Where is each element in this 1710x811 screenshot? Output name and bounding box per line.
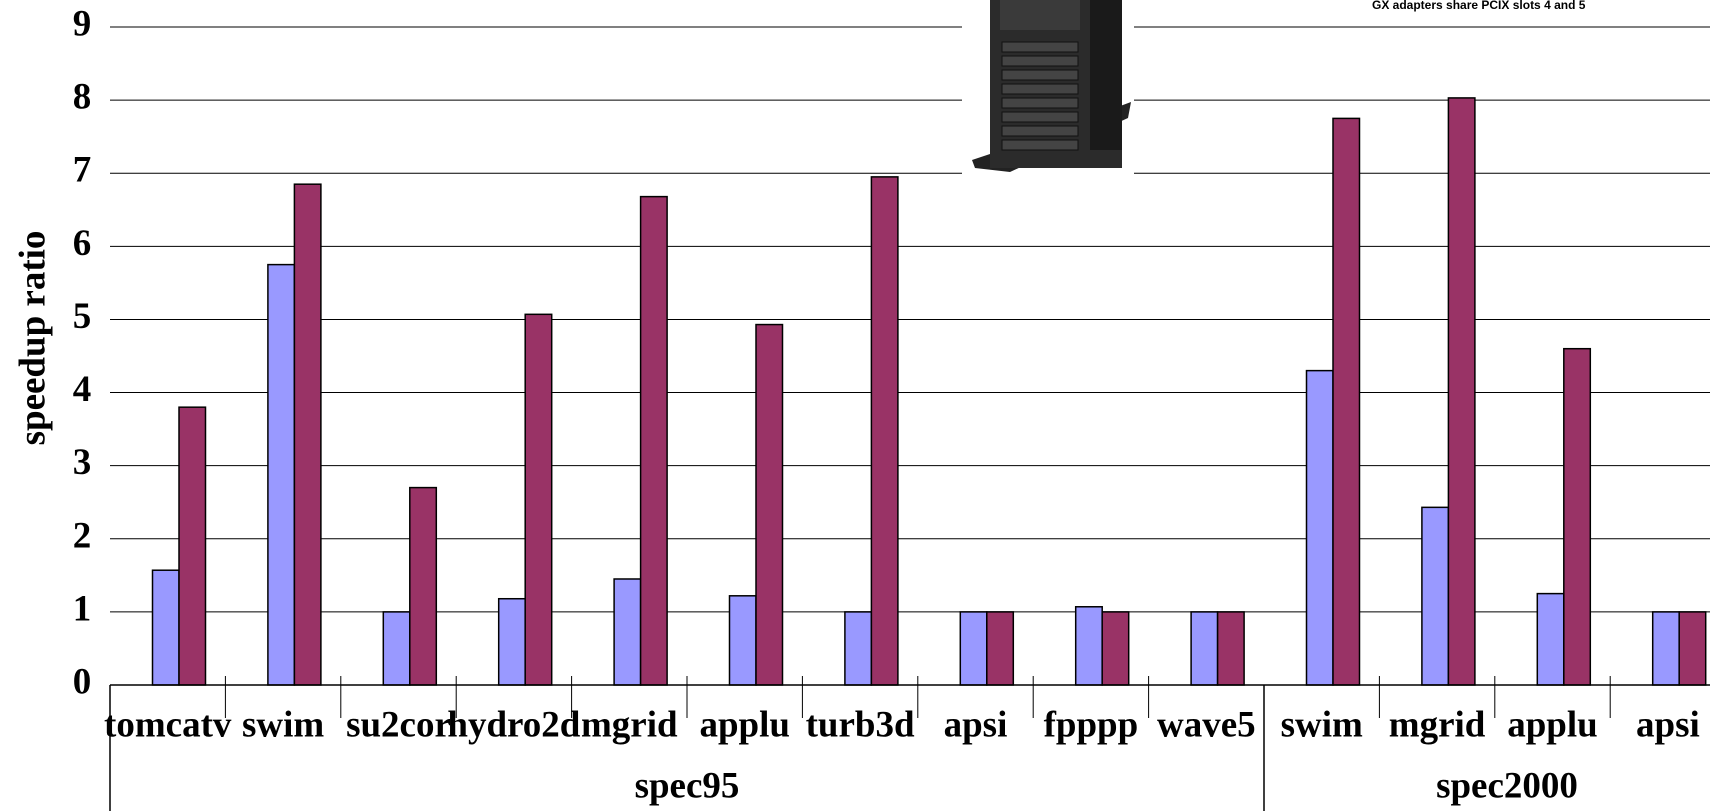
x-tick-label: applu: [1507, 704, 1598, 745]
x-tick-label: apsi: [1636, 704, 1700, 745]
drive-bay: [1002, 112, 1078, 122]
drive-bay: [1002, 126, 1078, 136]
bar: [499, 599, 526, 685]
x-tick-label: fpppp: [1044, 704, 1139, 745]
bar: [525, 314, 552, 685]
bar: [294, 184, 321, 685]
bar: [871, 177, 898, 685]
bar: [730, 596, 757, 685]
annotation: GX adapters share PCIX slots 4 and 5: [1372, 0, 1586, 12]
bar: [1564, 349, 1591, 685]
x-tick-label: su2cor: [346, 704, 451, 745]
bar: [1537, 594, 1564, 685]
server-image: [962, 0, 1134, 174]
y-tick-label: 1: [73, 588, 92, 629]
y-tick-label: 6: [73, 223, 92, 264]
y-tick-label: 3: [73, 442, 92, 483]
bar: [268, 265, 295, 685]
x-tick-label: wave5: [1157, 704, 1256, 745]
bar: [1307, 371, 1334, 685]
bar: [410, 488, 437, 685]
bar: [1448, 98, 1475, 685]
drive-bay: [1002, 140, 1078, 150]
drive-bay: [1002, 84, 1078, 94]
drive-bay: [1002, 42, 1078, 52]
bar: [1653, 612, 1680, 685]
bar: [641, 197, 668, 685]
bar: [614, 579, 641, 685]
drive-bay: [1002, 98, 1078, 108]
bar: [1191, 612, 1218, 685]
bar: [987, 612, 1014, 685]
x-tick-label: turb3d: [806, 704, 915, 745]
x-tick-label: apsi: [944, 704, 1008, 745]
bar: [1679, 612, 1706, 685]
x-tick-label: mgrid: [581, 704, 678, 745]
x-tick-label: tomcatv: [104, 704, 232, 745]
y-axis-title: speedup ratio: [12, 231, 53, 446]
x-tick-label: applu: [699, 704, 790, 745]
page: speedup ratio 0123456789tomcatvswimsu2co…: [0, 0, 1710, 811]
group-label: spec2000: [1436, 765, 1578, 806]
bar: [845, 612, 872, 685]
y-tick-label: 2: [73, 515, 92, 556]
group-label: spec95: [635, 765, 740, 806]
x-tick-label: swim: [242, 704, 324, 745]
drive-bay: [1002, 70, 1078, 80]
x-tick-label: mgrid: [1389, 704, 1486, 745]
server-top: [1000, 0, 1080, 30]
bar: [153, 570, 180, 685]
y-tick-label: 9: [73, 3, 92, 44]
y-tick-label: 7: [73, 150, 92, 191]
server-side: [1090, 0, 1122, 150]
y-tick-label: 0: [73, 661, 92, 702]
x-tick-label: hydro2d: [447, 704, 580, 745]
drive-bay: [1002, 56, 1078, 66]
bar: [383, 612, 410, 685]
bar: [960, 612, 987, 685]
y-tick-label: 4: [73, 369, 92, 410]
bar: [1102, 612, 1129, 685]
bar: [1333, 118, 1360, 685]
x-tick-label: swim: [1281, 704, 1363, 745]
y-tick-label: 5: [73, 296, 92, 337]
bar: [756, 325, 783, 685]
bar: [1422, 507, 1449, 685]
bar: [1218, 612, 1245, 685]
bar: [1076, 607, 1103, 685]
chart: speedup ratio 0123456789tomcatvswimsu2co…: [0, 0, 1710, 811]
y-tick-label: 8: [73, 77, 92, 118]
bar: [179, 407, 206, 685]
